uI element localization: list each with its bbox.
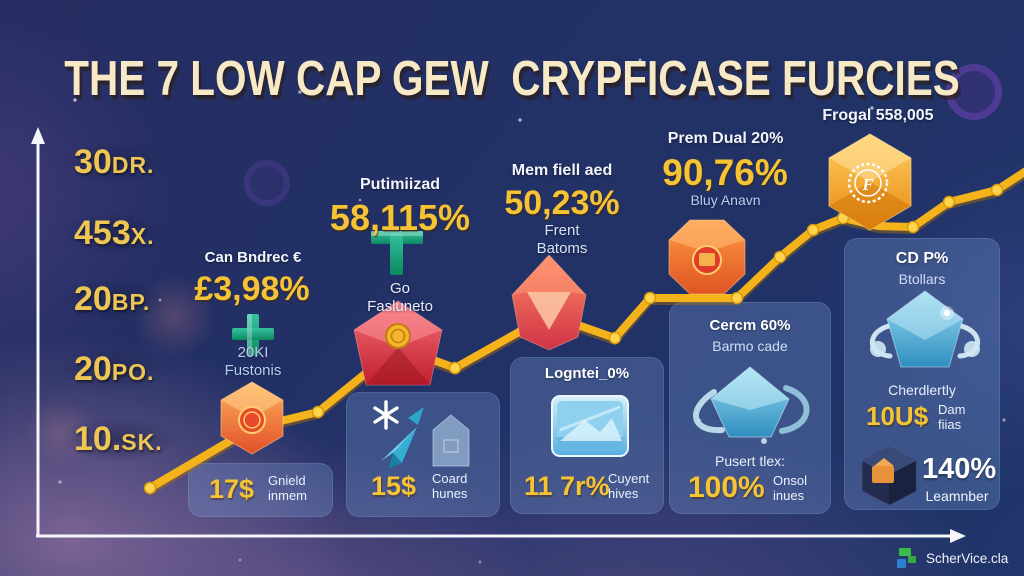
panel-5-label-line1: Dam: [938, 402, 966, 417]
axes: [31, 127, 966, 543]
coin-2-sub: Go Fasluneto: [325, 280, 475, 315]
y-tick-suffix: SK.: [121, 429, 163, 455]
panel-1-label: Gnield inmem: [268, 473, 307, 504]
coin-2-sub-line1: Go: [389, 280, 410, 297]
gem-orange-octagon-icon: [668, 219, 746, 295]
plus-icon: [232, 314, 274, 356]
panel-5-caption: Cherdlertly: [888, 382, 956, 398]
panel-2-label-line1: Coard: [432, 471, 468, 486]
gem-orange-hexagon-icon: [220, 381, 284, 455]
coin-4-name: Prem Dual 20%: [667, 130, 784, 147]
y-tick-value: 20: [74, 350, 112, 388]
pentagon-gem-icon: [869, 290, 981, 368]
gem-red-icosahedron-icon: [353, 300, 443, 386]
y-axis-label: 20BP.: [60, 277, 165, 322]
panel-4-label-line1: Onsol: [773, 473, 807, 488]
y-axis-label: 20PO.: [60, 347, 169, 392]
panel-4-subtitle: Barmo cade: [712, 338, 788, 354]
y-axis-label: 30DR.: [60, 140, 169, 185]
panel-5-subtitle: Btollars: [898, 271, 946, 287]
panel-4-label-line2: inues: [773, 488, 805, 504]
svg-text:F: F: [861, 175, 874, 194]
panel-5-label: Dam fiias: [938, 402, 965, 433]
panel-3-label-line2: hives: [608, 486, 639, 502]
paper-plane-icon: [381, 407, 424, 469]
brand-logo-icon: [897, 548, 916, 568]
panel-1-price: 17$: [209, 474, 255, 504]
panel-4-caption: Pusert tlex:: [714, 453, 786, 469]
y-axis-label: 10.SK.: [60, 417, 177, 462]
decor-ring-top-right: [946, 64, 1002, 120]
panel-4-title: Cercm 60%: [709, 317, 791, 334]
coin-2-value: 58,115%: [329, 197, 471, 238]
cube-icon: [861, 446, 917, 506]
coin-3-value: 50,23%: [504, 184, 620, 222]
coin-1-name: Can Bndrec €: [204, 249, 302, 266]
panel-5-stat-label: Leamnber: [925, 488, 989, 504]
y-tick-value: 453: [74, 214, 131, 252]
coin-1-sub-line1: 20KI: [237, 344, 269, 361]
panel-3-label-line1: Cuyent: [608, 471, 650, 486]
panel-3-price: 11 7r%: [524, 471, 610, 501]
panel-coin-1: [188, 463, 333, 517]
panel-5-stat: 140%: [922, 453, 997, 485]
coin-3-name: Mem fiell aed: [511, 162, 613, 179]
house-card-icon: [432, 414, 470, 467]
coin-4-value: 90,76%: [662, 152, 788, 193]
panel-5-title: CD P%: [895, 250, 949, 267]
panel-2-label: Coard hunes: [432, 471, 467, 502]
brand-name: ScherVice.cla: [926, 551, 1009, 566]
panel-1-label-line2: inmem: [268, 488, 308, 504]
diamond-gem-icon: [693, 366, 810, 444]
panel-2-price: 15$: [371, 471, 417, 501]
y-tick-value: 20: [74, 280, 112, 318]
panel-4-label: Onsol inues: [773, 473, 807, 504]
panel-5-label-line2: fiias: [938, 417, 962, 433]
coin-4-sub: Bluy Anavn: [690, 192, 761, 208]
coin-2-name: Putimiizad: [359, 176, 440, 193]
gem-red-crystal-icon: [511, 254, 587, 351]
glass-card-icon: [551, 395, 629, 457]
panel-2-label-line2: hunes: [432, 486, 468, 502]
y-tick-suffix: PO.: [111, 359, 155, 385]
y-axis-label: 453X.: [60, 211, 169, 256]
coin-1-value: £3,98%: [194, 270, 310, 308]
gem-gold-hexagon-icon: F: [828, 133, 912, 231]
coin-5-name: Frogal 558,005: [822, 107, 934, 124]
coin-3-sub-line1: Frent: [544, 222, 580, 239]
panel-5-price: 10U$: [866, 401, 929, 431]
coin-1-sub-line2: Fustonis: [224, 361, 282, 379]
y-tick-value: 10.: [74, 420, 122, 458]
decor-ring-left: [244, 160, 290, 206]
y-tick-suffix: X.: [130, 223, 155, 249]
panel-1-label-line1: Gnield: [268, 473, 306, 488]
panel-3-label: Cuyent hives: [608, 471, 649, 502]
y-tick-value: 30: [74, 143, 112, 181]
snowflake-icon: [373, 400, 399, 430]
coin-1-sub: 20KI Fustonis: [178, 344, 328, 379]
y-tick-suffix: DR.: [111, 152, 155, 178]
panel-3-title: Logntei_0%: [544, 365, 630, 382]
panel-coin-2: [346, 392, 500, 517]
t-arrow-icon: [371, 231, 423, 275]
panel-4-price: 100%: [688, 471, 765, 504]
coin-2-sub-line2: Fasluneto: [367, 297, 433, 315]
coin-3-sub: Frent Batoms: [487, 222, 637, 257]
y-tick-suffix: BP.: [111, 289, 151, 315]
page-title: THE 7 LOW CAP GEW CRYPFICASE FURCIES: [64, 50, 960, 107]
coin-3-sub-line2: Batoms: [536, 239, 588, 257]
